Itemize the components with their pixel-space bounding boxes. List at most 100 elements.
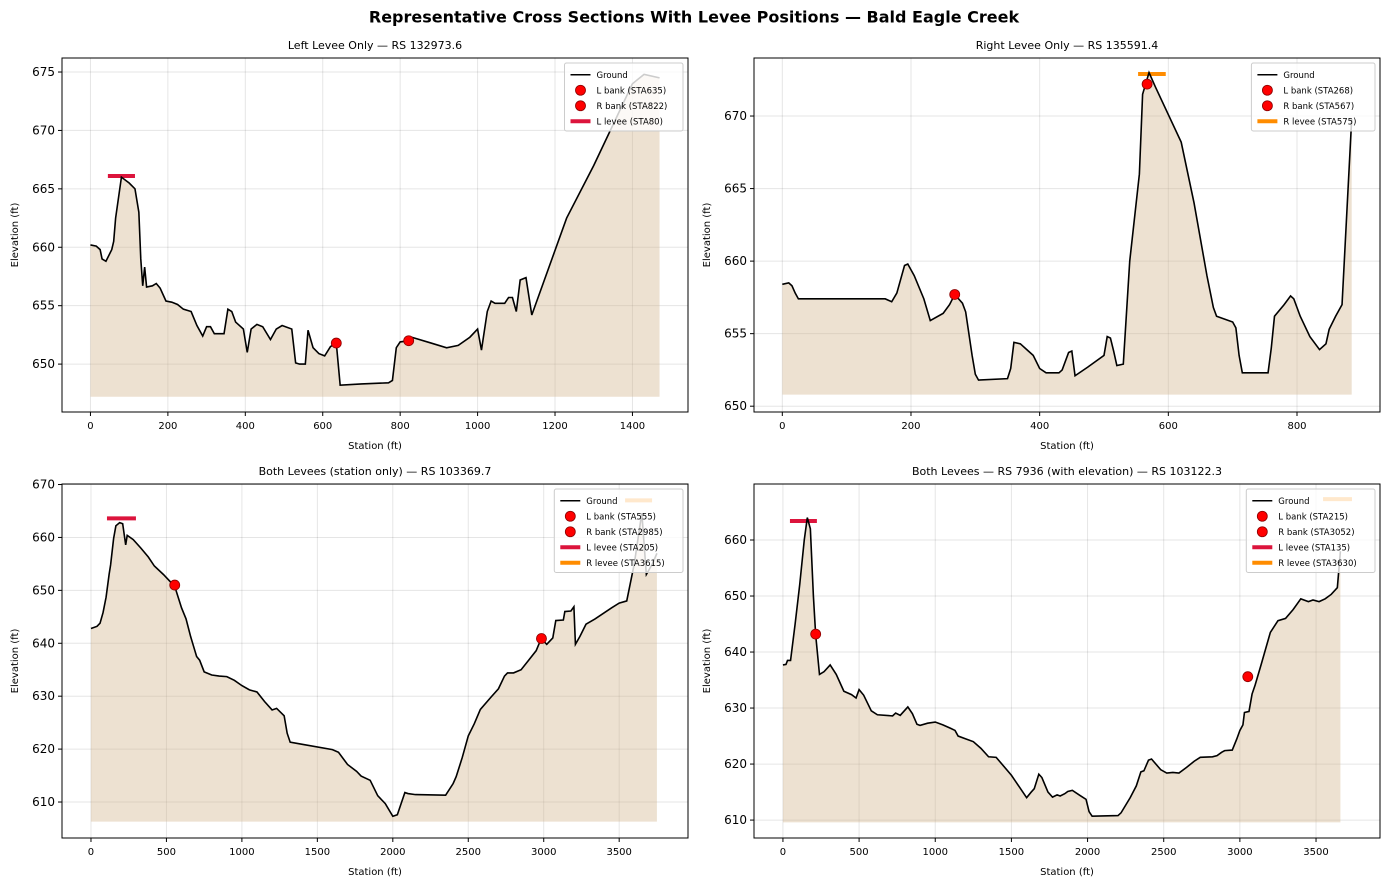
plot	[782, 497, 1352, 823]
ground-line	[782, 70, 1353, 381]
y-tick-label: 660	[724, 254, 747, 268]
x-tick-label: 1200	[542, 421, 567, 432]
subplot: 0 200 400 600 800 650 655 660 665 670 Right Levee …	[702, 39, 1381, 452]
bank-marker	[169, 579, 181, 591]
x-tick-label: 500	[157, 847, 176, 858]
legend-label: R bank (STA3052)	[1278, 528, 1354, 538]
y-tick-label: 660	[32, 530, 55, 544]
plot	[782, 70, 1353, 395]
x-tick-label: 1500	[999, 847, 1024, 858]
y-tick-label: 610	[724, 813, 747, 827]
y-axis-label: Elevation (ft)	[10, 629, 21, 694]
ground-fill	[782, 517, 1341, 823]
x-tick-label: 600	[1159, 421, 1178, 432]
x-tick-label: 400	[236, 421, 255, 432]
legend-label: L bank (STA268)	[1283, 86, 1353, 96]
y-tick-label: 655	[724, 327, 747, 341]
ground-fill	[90, 513, 657, 822]
x-tick-label: 0	[88, 847, 94, 858]
ground-line	[782, 517, 1342, 817]
x-tick-label: 800	[391, 421, 410, 432]
y-axis-label: Elevation (ft)	[702, 203, 713, 268]
y-tick-label: 665	[32, 182, 55, 196]
legend-label: L bank (STA635)	[597, 86, 667, 96]
y-tick-label: 630	[32, 689, 55, 703]
ground-line	[90, 512, 658, 818]
legend-box	[564, 62, 684, 132]
legend-label: L levee (STA135)	[1278, 543, 1350, 553]
legend-label: L levee (STA80)	[597, 117, 663, 127]
x-tick-label: 3500	[606, 847, 631, 858]
x-tick-label: 200	[158, 421, 177, 432]
x-tick-label: 2000	[380, 847, 405, 858]
legend-marker	[1256, 526, 1268, 538]
y-tick-label: 670	[32, 123, 55, 137]
y-tick-label: 675	[32, 65, 55, 79]
ground-fill	[782, 72, 1352, 395]
x-tick-label: 2000	[1075, 847, 1100, 858]
y-tick-label: 620	[32, 742, 55, 756]
x-tick-label: 3000	[531, 847, 556, 858]
y-tick-label: 660	[724, 533, 747, 547]
legend: Ground L bank (STA268) R bank (STA567) R le…	[1250, 62, 1376, 132]
bank-marker	[536, 633, 547, 644]
legend-label: R levee (STA3615)	[586, 559, 664, 569]
x-tick-label: 200	[901, 421, 920, 432]
legend: Ground L bank (STA555) R bank (STA2985) L l…	[553, 488, 684, 573]
y-axis-label: Elevation (ft)	[10, 203, 21, 268]
subplot-title: Both Levees — RS 7936 (with elevation) —…	[912, 465, 1222, 478]
plot	[90, 73, 660, 397]
ground-line	[90, 73, 660, 386]
legend-label: Ground	[1283, 71, 1314, 81]
x-axis-label: Station (ft)	[1040, 867, 1094, 878]
legend-label: L bank (STA555)	[586, 512, 656, 522]
bank-marker	[1141, 78, 1153, 90]
y-tick-label: 620	[724, 757, 747, 771]
x-tick-label: 0	[780, 847, 786, 858]
legend-marker	[1256, 510, 1268, 522]
bank-marker	[1242, 671, 1254, 683]
y-tick-label: 640	[724, 645, 747, 659]
y-tick-label: 670	[724, 109, 747, 123]
x-axis-label: Station (ft)	[348, 441, 402, 452]
y-tick-label: 670	[32, 478, 55, 492]
y-tick-label: 660	[32, 240, 55, 254]
subplot-title: Right Levee Only — RS 135591.4	[976, 39, 1159, 52]
y-tick-label: 610	[32, 795, 55, 809]
legend-label: R bank (STA2985)	[586, 528, 662, 538]
legend-marker	[1262, 84, 1273, 96]
legend-marker	[564, 526, 576, 538]
subplot: 0 500 1000 1500 2000 2500 3000 3500 610 620 630 640…	[702, 465, 1381, 878]
axes-frame	[61, 483, 689, 839]
y-tick-label: 665	[724, 182, 747, 196]
x-tick-label: 0	[779, 421, 785, 432]
bank-marker	[330, 337, 342, 349]
x-tick-label: 500	[850, 847, 869, 858]
legend-label: L levee (STA205)	[586, 543, 658, 553]
axes-frame	[753, 483, 1381, 839]
legend-box	[1245, 488, 1376, 573]
x-tick-label: 2500	[1151, 847, 1176, 858]
legend-label: R levee (STA575)	[1283, 117, 1356, 127]
legend-label: R levee (STA3630)	[1278, 559, 1356, 569]
bank-marker	[949, 289, 961, 300]
legend-label: Ground	[586, 497, 617, 507]
subplot: 0 500 1000 1500 2000 2500 3000 3500 610 620 630 640…	[10, 465, 689, 878]
legend-label: Ground	[1278, 497, 1309, 507]
x-tick-label: 3000	[1227, 847, 1252, 858]
legend-label: Ground	[597, 71, 628, 81]
x-tick-label: 400	[1030, 421, 1049, 432]
x-tick-label: 1500	[305, 847, 330, 858]
legend-label: R bank (STA567)	[1283, 102, 1354, 112]
legend: Ground L bank (STA635) R bank (STA822) L le…	[564, 62, 684, 132]
x-tick-label: 800	[1287, 421, 1306, 432]
y-tick-label: 655	[32, 299, 55, 313]
y-tick-label: 650	[724, 399, 747, 413]
y-tick-label: 650	[32, 583, 55, 597]
legend-label: R bank (STA822)	[597, 102, 668, 112]
x-tick-label: 1400	[620, 421, 645, 432]
figure-title: Representative Cross Sections With Levee…	[369, 8, 1020, 27]
legend-marker	[575, 100, 586, 112]
